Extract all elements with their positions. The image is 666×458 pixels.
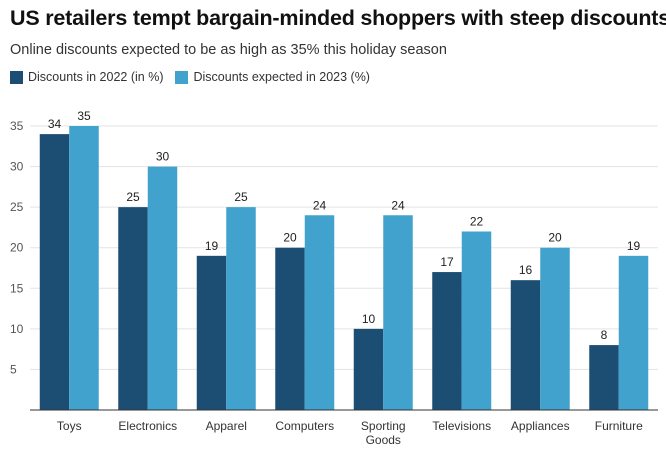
data-label-1-7: 19 xyxy=(627,239,641,253)
x-tick-label-5: Televisions xyxy=(432,419,491,433)
data-label-1-2: 25 xyxy=(234,190,248,204)
bar-1-6 xyxy=(540,247,570,410)
legend-label-2023: Discounts expected in 2023 (%) xyxy=(193,70,370,84)
bar-0-1 xyxy=(118,207,148,410)
y-tick-label-10: 10 xyxy=(10,322,24,336)
x-tick-label-6: Appliances xyxy=(511,419,570,433)
x-tick-label-2: Apparel xyxy=(206,419,247,433)
bar-0-4 xyxy=(353,328,384,410)
legend: Discounts in 2022 (in %) Discounts expec… xyxy=(10,70,382,84)
data-label-0-0: 34 xyxy=(48,117,62,131)
bar-0-2 xyxy=(196,255,227,410)
data-label-0-6: 16 xyxy=(519,263,533,277)
y-tick-label-20: 20 xyxy=(10,241,24,255)
y-tick-label-35: 35 xyxy=(10,119,24,133)
data-label-0-7: 8 xyxy=(601,328,608,342)
x-tick-label-3: Computers xyxy=(275,419,334,433)
x-tick-label-1: Electronics xyxy=(118,419,177,433)
data-label-0-5: 17 xyxy=(440,255,454,269)
bar-0-0 xyxy=(39,134,70,410)
legend-swatch-2022 xyxy=(10,70,23,84)
data-label-1-3: 24 xyxy=(313,198,327,212)
data-label-1-6: 20 xyxy=(548,231,562,245)
data-label-1-1: 30 xyxy=(156,150,170,164)
bar-1-4 xyxy=(383,215,413,410)
bar-1-7 xyxy=(618,255,649,410)
bar-1-5 xyxy=(461,231,492,410)
bar-1-0 xyxy=(69,126,99,410)
bar-0-3 xyxy=(275,247,305,410)
bar-0-5 xyxy=(432,272,462,410)
bar-0-7 xyxy=(589,345,619,410)
chart-subtitle: Online discounts expected to be as high … xyxy=(10,42,447,58)
y-tick-label-5: 5 xyxy=(10,362,17,376)
y-tick-label-30: 30 xyxy=(10,160,24,174)
legend-swatch-2023 xyxy=(175,70,189,84)
data-label-1-5: 22 xyxy=(470,214,484,228)
bar-1-1 xyxy=(147,166,178,410)
bar-1-3 xyxy=(304,215,335,410)
x-tick-label-4-0: Sporting xyxy=(361,419,406,433)
legend-label-2022: Discounts in 2022 (in %) xyxy=(28,70,164,84)
x-tick-label-0: Toys xyxy=(57,419,82,433)
legend-item-2023: Discounts expected in 2023 (%) xyxy=(175,70,370,84)
y-tick-label-25: 25 xyxy=(10,200,24,214)
chart-title: US retailers tempt bargain-minded shoppe… xyxy=(10,6,666,30)
x-tick-label-4-1: Goods xyxy=(366,433,401,447)
bar-0-6 xyxy=(510,280,541,410)
legend-item-2022: Discounts in 2022 (in %) xyxy=(10,70,163,84)
data-label-1-4: 24 xyxy=(391,198,405,212)
bar-1-2 xyxy=(226,207,256,410)
y-tick-label-15: 15 xyxy=(10,281,24,295)
data-label-0-4: 10 xyxy=(362,312,376,326)
data-label-0-1: 25 xyxy=(126,190,140,204)
data-label-1-0: 35 xyxy=(77,109,91,123)
x-tick-label-7: Furniture xyxy=(595,419,643,433)
data-label-0-3: 20 xyxy=(283,231,297,245)
data-label-0-2: 19 xyxy=(205,239,219,253)
